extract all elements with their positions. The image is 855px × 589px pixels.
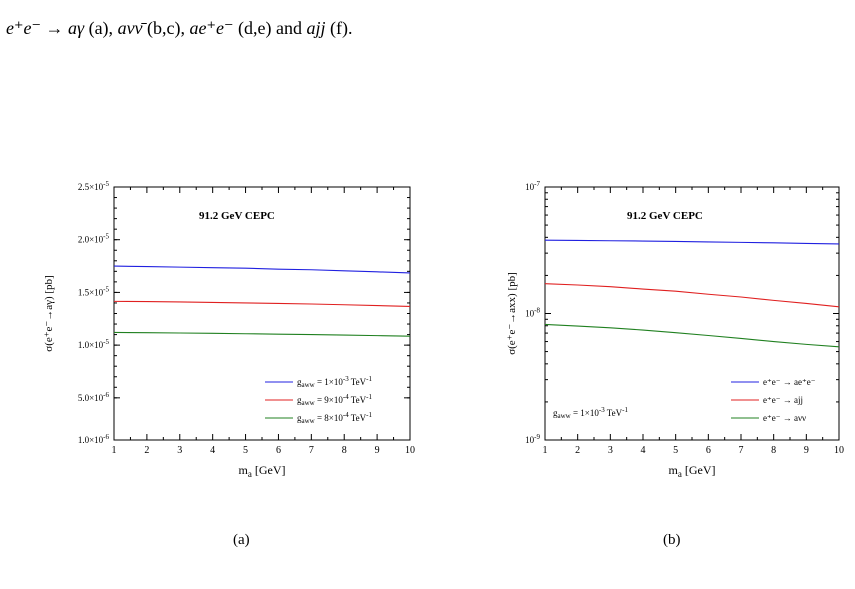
- panel-label-b: (b): [663, 532, 681, 548]
- process-a-nu-nubar: aνν̄: [117, 18, 143, 38]
- caption-text: (d,e) and: [233, 18, 307, 38]
- y-tick-label: 1.0×10-6: [78, 433, 110, 445]
- series-line: [113, 331, 411, 337]
- process-a-ee: ae⁺e⁻: [189, 18, 234, 38]
- x-axis-label: ma [GeV]: [239, 463, 286, 479]
- x-tick-label: 6: [276, 445, 281, 456]
- legend-entry: gaww = 9×10-4 TeV-1: [297, 393, 373, 407]
- legend-entry: e⁺e⁻ → ae⁺e⁻: [763, 377, 816, 387]
- series-line: [113, 265, 411, 274]
- legend-entry: e⁺e⁻ → ajj: [763, 395, 803, 405]
- x-tick-label: 2: [575, 445, 580, 456]
- x-tick-label: 9: [804, 445, 809, 456]
- caption-text: (b,c),: [142, 18, 190, 38]
- process-a-gamma: e⁺e⁻ → aγ: [6, 18, 85, 38]
- y-tick-label: 10-7: [525, 180, 540, 192]
- series-line: [544, 283, 840, 308]
- legend-entry: gaww = 8×10-4 TeV-1: [297, 411, 373, 425]
- x-tick-label: 5: [673, 445, 678, 456]
- y-tick-label: 2.5×10-5: [78, 180, 110, 192]
- x-tick-label: 10: [405, 445, 415, 456]
- legend-entry: e⁺e⁻ → aνν: [763, 413, 806, 423]
- x-tick-label: 3: [608, 445, 613, 456]
- x-tick-label: 7: [309, 445, 314, 456]
- y-tick-label: 1.5×10-5: [78, 285, 110, 297]
- series-line: [113, 300, 411, 307]
- caption-text: (a),: [84, 18, 118, 38]
- legend-entry: gaww = 1×10-3 TeV-1: [297, 375, 373, 389]
- y-tick-label: 10-8: [525, 307, 540, 319]
- x-tick-label: 8: [342, 445, 347, 456]
- x-tick-label: 1: [543, 445, 548, 456]
- x-axis-label: ma [GeV]: [669, 463, 716, 479]
- x-tick-label: 6: [706, 445, 711, 456]
- chart-panel-b: 1 2 3 4 5 6 7 8 9 10 10-9 10-8 10-7 91.2 GeV CEPC ma […: [506, 180, 844, 479]
- energy-annotation: 91.2 GeV CEPC: [627, 210, 703, 222]
- x-tick-label: 3: [177, 445, 182, 456]
- y-axis-label: σ(e⁺e⁻→aγ) [pb]: [43, 275, 55, 351]
- energy-annotation: 91.2 GeV CEPC: [199, 210, 275, 222]
- process-a-jj: ajj: [306, 18, 326, 38]
- panel-label-a: (a): [233, 532, 250, 548]
- x-tick-label: 7: [739, 445, 744, 456]
- y-tick-label: 1.0×10-5: [78, 338, 110, 350]
- y-axis-label: σ(e⁺e⁻→axx) [pb]: [506, 272, 518, 355]
- figure-caption-fragment: e⁺e⁻ → aγ (a), aνν̄ (b,c), ae⁺e⁻ (d,e) a…: [6, 18, 352, 39]
- series-line: [544, 239, 840, 245]
- chart-panel-a: 1 2 3 4 5 6 7 8 9 10 1.0×10-6 5.0×10-6 1.0×10-5 1.5×1…: [43, 180, 415, 479]
- x-tick-label: 10: [834, 445, 844, 456]
- series-line: [544, 323, 840, 348]
- caption-text: (f).: [325, 18, 353, 38]
- coupling-note: gaww = 1×10-3 TeV-1: [553, 406, 629, 420]
- x-tick-label: 4: [641, 445, 646, 456]
- x-tick-label: 1: [112, 445, 117, 456]
- y-tick-label: 2.0×10-5: [78, 233, 110, 245]
- x-tick-label: 8: [771, 445, 776, 456]
- y-tick-label: 10-9: [525, 433, 540, 445]
- x-tick-label: 4: [210, 445, 215, 456]
- x-tick-label: 2: [144, 445, 149, 456]
- x-tick-label: 5: [243, 445, 248, 456]
- y-tick-label: 5.0×10-6: [78, 391, 110, 403]
- x-tick-label: 9: [375, 445, 380, 456]
